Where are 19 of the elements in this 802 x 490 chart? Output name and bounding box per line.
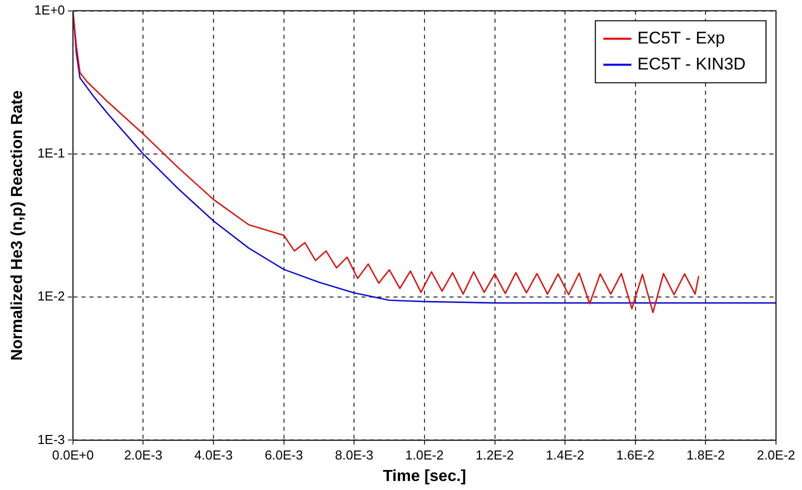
y-axis-title: Normalized He3 (n,p) Reaction Rate [9,90,26,361]
x-axis-title: Time [sec.] [382,468,466,485]
legend-label: EC5T - Exp [637,28,725,48]
x-tick-label: 8.0E-3 [334,448,374,463]
x-tick-label: 1.0E-2 [405,448,444,463]
x-tick-label: 1.6E-2 [616,448,655,463]
x-tick-label: 6.0E-3 [264,448,303,463]
x-tick-label: 1.8E-2 [686,448,725,463]
y-tick-label: 1E-1 [37,146,65,161]
y-tick-label: 1E-3 [37,432,65,447]
x-tick-label: 1.4E-2 [546,448,584,463]
legend-label: EC5T - KIN3D [637,54,746,74]
x-tick-label: 1.2E-2 [476,448,514,463]
x-tick-label: 2.0E-3 [124,448,162,463]
x-tick-label: 0.0E+0 [52,448,94,463]
x-tick-label: 4.0E-3 [194,448,233,463]
y-tick-label: 1E+0 [34,2,65,18]
x-tick-label: 2.0E-2 [756,448,796,463]
y-tick-label: 1E-2 [37,288,65,304]
